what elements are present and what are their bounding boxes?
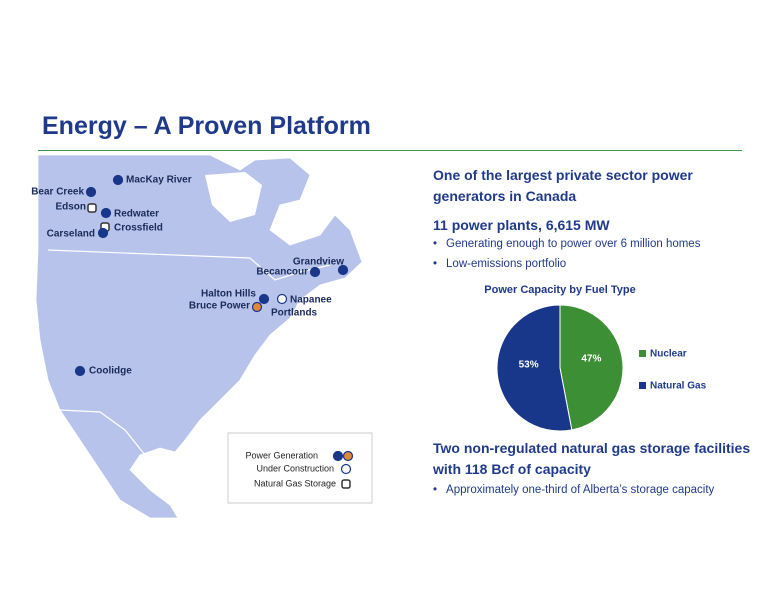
plant-icon xyxy=(332,450,344,462)
title-rule xyxy=(38,150,742,151)
location-label: Edson xyxy=(55,202,86,213)
chart-title: Power Capacity by Fuel Type xyxy=(484,284,635,296)
location-label: Napanee xyxy=(290,295,332,306)
location-label: Coolidge xyxy=(89,366,132,377)
plant-icon xyxy=(337,264,349,276)
legend-label: Natural Gas Storage xyxy=(254,478,336,488)
slide-title: Energy – A Proven Platform xyxy=(42,112,371,140)
section-heading: One of the largest private sector power … xyxy=(433,167,693,204)
location-label: Bear Creek xyxy=(31,187,84,198)
location-label: Bruce Power xyxy=(189,301,250,312)
plant-icon xyxy=(342,450,354,462)
plant-icon xyxy=(251,301,263,313)
border xyxy=(47,249,331,281)
legend-label: Nuclear xyxy=(650,349,687,360)
legend-swatch xyxy=(639,350,646,357)
bullet: Generating enough to power over 6 millio… xyxy=(433,238,700,250)
plant-icon xyxy=(100,207,112,219)
bullet: Low-emissions portfolio xyxy=(433,258,566,270)
legend-label: Under Construction xyxy=(256,463,334,473)
legend-swatch xyxy=(639,382,646,389)
plant-icon xyxy=(309,266,321,278)
slice-label: 47% xyxy=(581,354,601,365)
legend-label: Power Generation xyxy=(245,450,318,460)
location-label: Crossfield xyxy=(114,223,163,234)
location-label: Becancour xyxy=(256,267,308,278)
location-label: Redwater xyxy=(114,209,159,220)
plant-icon xyxy=(97,227,109,239)
plant-icon xyxy=(112,174,124,186)
bullet: Approximately one-third of Alberta’s sto… xyxy=(433,484,714,496)
map-land xyxy=(35,154,363,519)
section-heading: Two non-regulated natural gas storage fa… xyxy=(433,440,751,477)
pie-slice xyxy=(496,304,573,432)
storage-icon xyxy=(87,203,97,213)
plant-icon xyxy=(85,186,97,198)
border xyxy=(59,409,146,456)
plant-icon xyxy=(74,365,86,377)
pie-slice xyxy=(559,304,624,431)
plant-icon xyxy=(340,463,352,475)
legend-label: Natural Gas xyxy=(650,381,707,392)
location-label: Carseland xyxy=(47,229,95,240)
location-label: MacKay River xyxy=(126,175,192,186)
location-label: Halton Hills xyxy=(201,289,256,300)
storage-icon xyxy=(341,479,351,489)
location-label: Portlands xyxy=(271,308,318,319)
plant-icon xyxy=(276,293,288,305)
hudson-bay xyxy=(205,172,262,222)
section-heading: 11 power plants, 6,615 MW xyxy=(433,217,610,233)
location-label: Grandview xyxy=(293,257,344,268)
slice-label: 53% xyxy=(519,360,539,371)
plant-icon xyxy=(258,293,270,305)
